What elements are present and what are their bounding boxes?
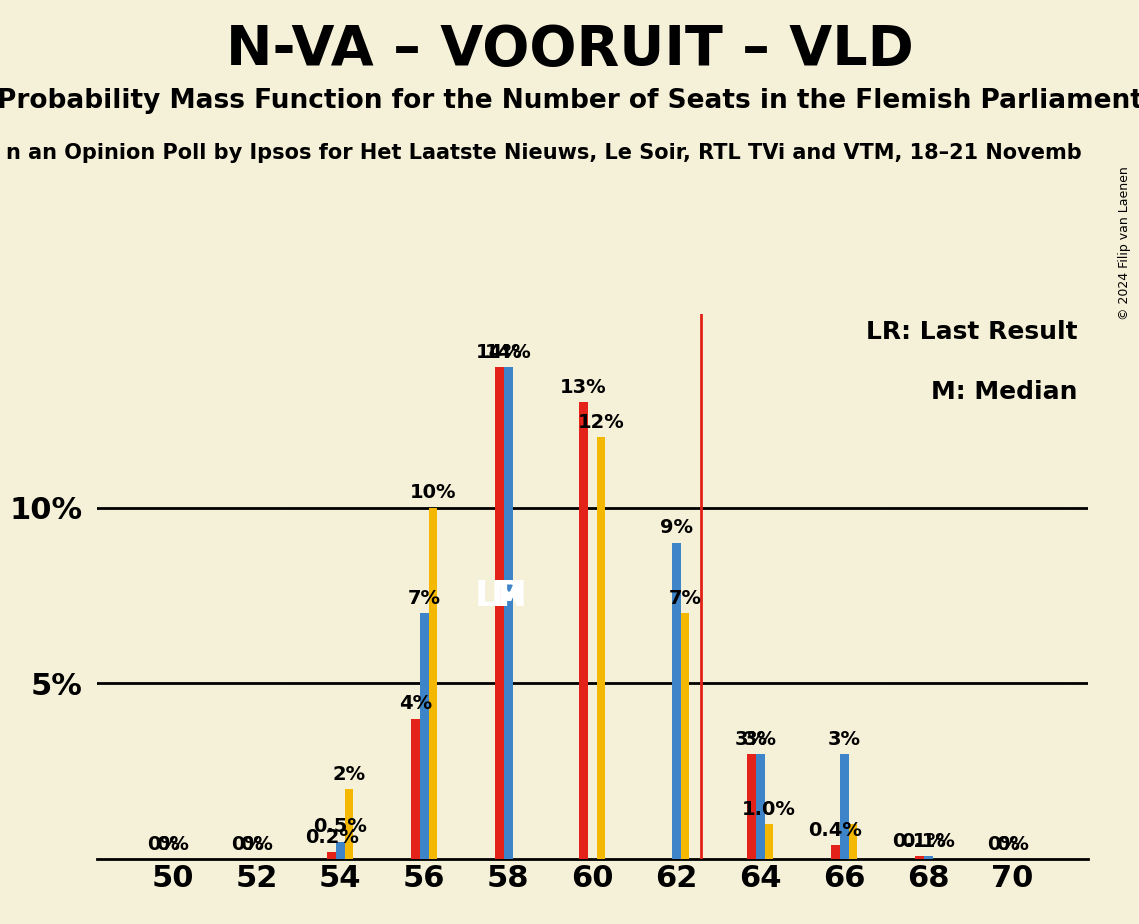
Text: 0%: 0% [147, 835, 180, 854]
Text: 0.1%: 0.1% [901, 832, 956, 850]
Bar [428, 507, 437, 859]
Text: 0.1%: 0.1% [893, 832, 947, 850]
Bar [839, 754, 849, 859]
Bar [764, 824, 773, 859]
Bar [503, 367, 513, 859]
Text: 14%: 14% [485, 343, 532, 361]
Text: 10%: 10% [410, 483, 457, 503]
Text: LR: LR [474, 578, 525, 613]
Bar [747, 754, 756, 859]
Text: 7%: 7% [408, 589, 441, 608]
Text: LR: Last Result: LR: Last Result [867, 320, 1077, 344]
Text: 2%: 2% [333, 765, 366, 784]
Text: n an Opinion Poll by Ipsos for Het Laatste Nieuws, Le Soir, RTL TVi and VTM, 18–: n an Opinion Poll by Ipsos for Het Laats… [6, 143, 1081, 164]
Bar [597, 437, 605, 859]
Text: 14%: 14% [476, 343, 523, 361]
Text: N-VA – VOORUIT – VLD: N-VA – VOORUIT – VLD [226, 23, 913, 77]
Text: © 2024 Filip van Laenen: © 2024 Filip van Laenen [1118, 166, 1131, 320]
Bar [915, 856, 924, 859]
Text: 0%: 0% [156, 835, 189, 854]
Bar [580, 402, 588, 859]
Text: 12%: 12% [577, 413, 624, 432]
Bar [831, 845, 839, 859]
Text: 3%: 3% [735, 730, 768, 748]
Text: 0%: 0% [240, 835, 273, 854]
Text: M: M [490, 578, 526, 613]
Text: 0%: 0% [995, 835, 1029, 854]
Text: 4%: 4% [399, 694, 432, 713]
Text: 1.0%: 1.0% [741, 800, 796, 819]
Text: 0.5%: 0.5% [313, 818, 367, 836]
Bar [681, 614, 689, 859]
Text: 0.4%: 0.4% [809, 821, 862, 840]
Text: 0%: 0% [988, 835, 1019, 854]
Text: 9%: 9% [659, 518, 693, 538]
Bar [849, 824, 858, 859]
Text: 7%: 7% [669, 589, 702, 608]
Text: 0.2%: 0.2% [305, 828, 359, 847]
Bar [336, 842, 345, 859]
Text: 0%: 0% [231, 835, 264, 854]
Text: 13%: 13% [560, 378, 607, 396]
Bar [672, 542, 681, 859]
Bar [411, 719, 420, 859]
Text: 3%: 3% [744, 730, 777, 748]
Text: 3%: 3% [828, 730, 861, 748]
Text: M: Median: M: Median [932, 380, 1077, 404]
Bar [756, 754, 764, 859]
Bar [420, 614, 428, 859]
Bar [327, 852, 336, 859]
Bar [345, 789, 353, 859]
Bar [495, 367, 503, 859]
Bar [924, 856, 933, 859]
Text: Probability Mass Function for the Number of Seats in the Flemish Parliament: Probability Mass Function for the Number… [0, 88, 1139, 114]
